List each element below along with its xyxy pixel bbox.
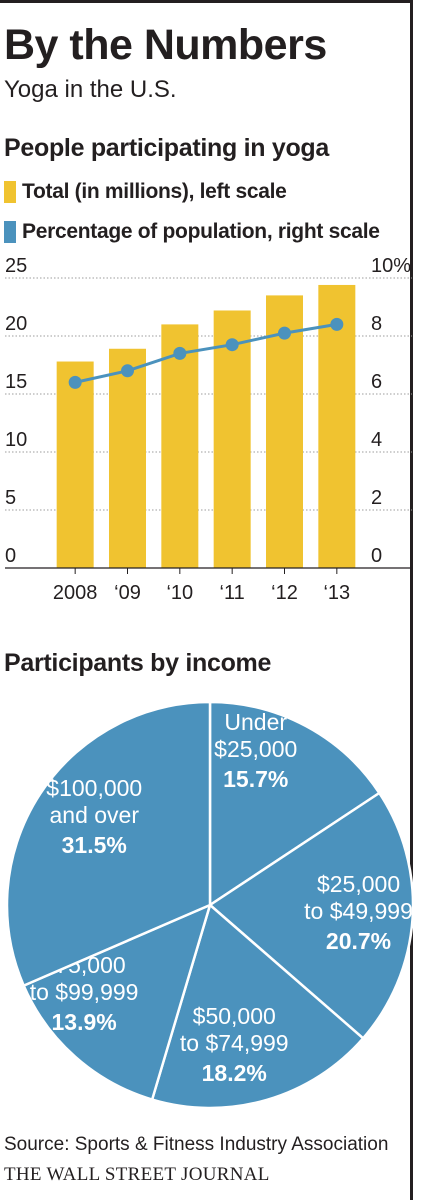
right-tick-label: 4 bbox=[371, 429, 382, 451]
bar bbox=[318, 284, 356, 568]
x-tick-label: ‘09 bbox=[114, 582, 141, 604]
pie-slice bbox=[150, 903, 365, 1110]
bar bbox=[213, 310, 251, 568]
percent-point bbox=[121, 364, 134, 378]
pie-label-line: $25,000 bbox=[317, 871, 400, 897]
pie-label-line: $25,000 bbox=[214, 736, 297, 762]
legend-swatch-line bbox=[4, 221, 16, 243]
percent-point bbox=[68, 375, 82, 389]
pie-slice bbox=[208, 791, 415, 1040]
bar bbox=[109, 348, 146, 568]
pie-value-label: 15.7% bbox=[223, 766, 288, 792]
x-tick-label: 2008 bbox=[53, 582, 98, 604]
pie-slice bbox=[208, 700, 381, 907]
percent-point bbox=[330, 317, 344, 331]
publication-logo: THE WALL STREET JOURNAL bbox=[4, 1164, 270, 1185]
bar bbox=[266, 295, 303, 568]
top-rule bbox=[0, 0, 412, 3]
right-tick-label: 8 bbox=[371, 313, 382, 335]
source-note: Source: Sports & Fitness Industry Associ… bbox=[4, 1134, 389, 1155]
pie-value-label: 18.2% bbox=[202, 1060, 267, 1086]
pie-label-line: and over bbox=[50, 802, 140, 828]
pie-slice-label: Under $25,000 15.7% bbox=[214, 709, 297, 792]
page-title: By the Numbers bbox=[4, 21, 327, 69]
pie-slice bbox=[5, 700, 212, 987]
pie-slice-label: $100,000 and over 31.5% bbox=[46, 775, 142, 858]
pie-label-line: Under bbox=[224, 709, 287, 735]
income-pie-chart: Under $25,000 15.7%$25,000 to $49,999 20.7%$… bbox=[5, 700, 415, 1110]
right-tick-label: 10% bbox=[371, 256, 411, 277]
pie-slice-label: $50,000 to $74,999 18.2% bbox=[180, 1003, 289, 1086]
pie-label-line: to $49,999 bbox=[304, 898, 413, 924]
percent-line bbox=[74, 322, 338, 384]
legend-total: Total (in millions), left scale bbox=[4, 178, 287, 206]
right-tick-label: 2 bbox=[371, 487, 382, 509]
legend-swatch-bar bbox=[4, 181, 16, 203]
left-tick-label: 0 bbox=[5, 545, 16, 567]
pie-label-line: to $74,999 bbox=[180, 1030, 289, 1056]
bar bbox=[161, 324, 199, 568]
right-tick-label: 0 bbox=[371, 545, 382, 567]
x-tick-label: ‘12 bbox=[271, 582, 298, 604]
pie-label-line: to $99,999 bbox=[30, 979, 139, 1005]
percent-point bbox=[225, 338, 239, 352]
left-tick-label: 15 bbox=[5, 371, 27, 393]
left-tick-label: 5 bbox=[5, 487, 16, 509]
legend-total-label: Total (in millions), left scale bbox=[22, 180, 287, 203]
left-tick-label: 10 bbox=[5, 429, 27, 451]
pie-value-label: 13.9% bbox=[51, 1009, 116, 1035]
pie-label-line: $50,000 bbox=[193, 1003, 276, 1029]
legend-percent: Percentage of population, right scale bbox=[4, 218, 380, 246]
bar-chart-title: People participating in yoga bbox=[4, 134, 329, 162]
x-tick-label: ‘11 bbox=[220, 582, 245, 604]
x-tick-label: ‘10 bbox=[166, 582, 193, 604]
side-rule bbox=[410, 0, 413, 1200]
left-tick-label: 25 bbox=[5, 256, 27, 277]
legend-percent-label: Percentage of population, right scale bbox=[22, 220, 380, 243]
percent-point bbox=[278, 326, 291, 340]
pie-slice bbox=[22, 903, 212, 1101]
x-tick-label: ‘13 bbox=[323, 582, 350, 604]
page-subtitle: Yoga in the U.S. bbox=[4, 76, 177, 103]
left-tick-label: 20 bbox=[5, 313, 27, 335]
pie-value-label: 20.7% bbox=[326, 928, 391, 954]
right-tick-label: 6 bbox=[371, 371, 382, 393]
pie-label-line: $100,000 bbox=[46, 775, 142, 801]
bar bbox=[56, 361, 94, 568]
pie-value-label: 31.5% bbox=[62, 832, 127, 858]
pie-chart-title: Participants by income bbox=[4, 649, 272, 677]
percent-point bbox=[173, 346, 187, 360]
pie-slice-label: $25,000 to $49,999 20.7% bbox=[304, 871, 413, 954]
